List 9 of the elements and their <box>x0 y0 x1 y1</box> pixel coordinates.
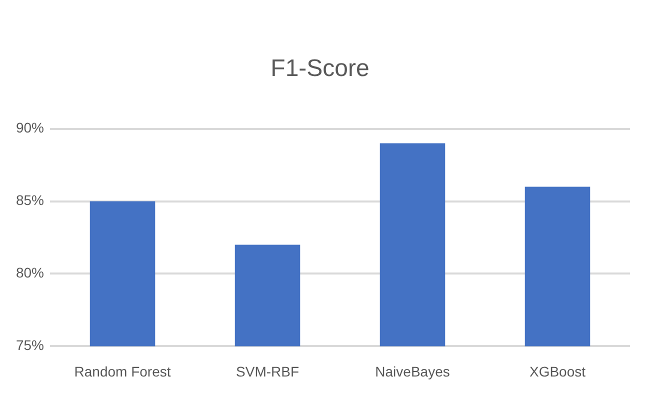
x-tick-label: SVM-RBF <box>236 363 300 380</box>
x-tick-label: XGBoost <box>529 363 586 380</box>
chart-title: F1-Score <box>270 55 370 82</box>
x-tick-label: NaiveBayes <box>375 363 450 380</box>
y-tick-label: 80% <box>16 264 44 281</box>
y-tick-label: 85% <box>16 192 44 208</box>
x-tick-label: Random Forest <box>74 363 171 380</box>
y-tick-label: 90% <box>16 120 44 136</box>
y-tick-label: 75% <box>16 337 44 354</box>
